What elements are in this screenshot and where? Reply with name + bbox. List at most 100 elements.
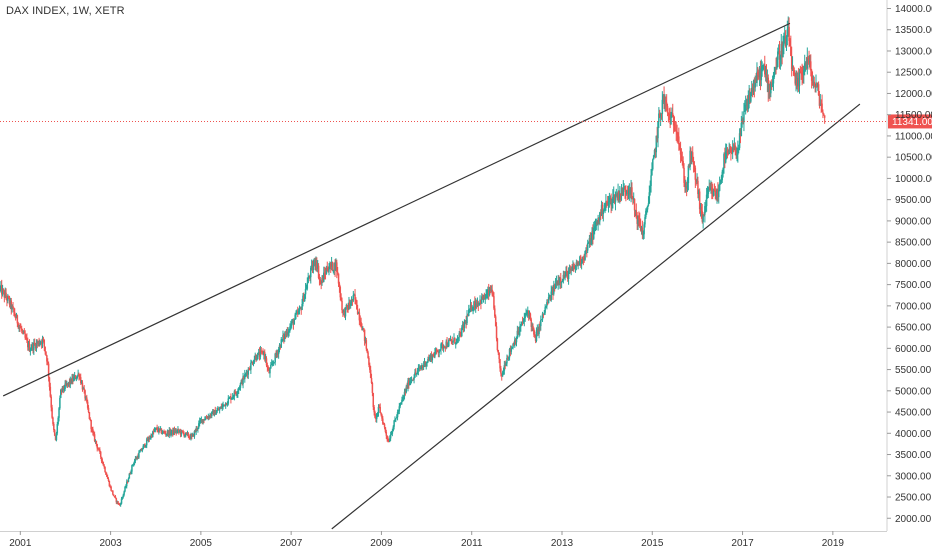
candle — [128, 472, 131, 479]
candle — [524, 312, 526, 322]
candle — [454, 342, 457, 349]
y-tick-label: 9000.00 — [895, 216, 932, 227]
y-tick-label: 13500.00 — [895, 25, 932, 36]
candle — [400, 402, 402, 405]
candle — [124, 485, 126, 493]
lower-trendline[interactable] — [331, 103, 861, 530]
chart-title: DAX INDEX, 1W, XETR — [6, 5, 125, 17]
candle — [579, 255, 581, 266]
candle — [197, 427, 199, 433]
candle — [648, 185, 651, 204]
candle — [70, 378, 72, 385]
candle — [30, 344, 33, 351]
candle — [448, 337, 451, 341]
candle — [597, 214, 599, 231]
candle — [399, 402, 401, 409]
plot-area[interactable] — [0, 16, 826, 507]
candle — [502, 367, 505, 375]
candle — [567, 267, 570, 285]
candle — [278, 343, 281, 353]
candle — [719, 179, 722, 185]
candle — [430, 351, 433, 362]
candle — [511, 346, 513, 349]
upper-trendline[interactable] — [2, 22, 791, 397]
candle — [598, 217, 600, 225]
candle — [692, 156, 695, 173]
candle — [50, 394, 52, 412]
candle — [690, 147, 692, 165]
candle — [650, 168, 652, 193]
candle — [185, 432, 188, 436]
candle — [274, 352, 276, 366]
candle — [418, 364, 421, 372]
candle — [626, 185, 629, 201]
candle — [224, 402, 227, 409]
candle — [551, 286, 553, 296]
candle — [466, 310, 468, 326]
candle — [506, 354, 508, 367]
candle — [553, 283, 556, 292]
candle — [513, 341, 515, 346]
candle — [202, 419, 204, 425]
candle — [102, 461, 105, 466]
candle — [798, 68, 801, 94]
y-tick-label: 12000.00 — [895, 89, 932, 100]
candle — [458, 330, 460, 342]
candle — [343, 308, 345, 316]
candle — [101, 458, 104, 464]
candle — [331, 261, 334, 272]
candle — [290, 320, 292, 330]
candle — [705, 187, 708, 212]
candle — [364, 336, 367, 344]
candle — [171, 427, 174, 437]
candle — [188, 435, 190, 440]
candle — [177, 426, 179, 434]
candle — [711, 183, 714, 200]
candle — [704, 199, 707, 213]
candle — [751, 83, 754, 98]
candle — [244, 372, 247, 378]
candle — [366, 348, 368, 354]
candle — [371, 381, 374, 397]
candle — [303, 292, 305, 302]
candle — [599, 211, 601, 226]
candle — [329, 262, 332, 273]
candle — [362, 326, 364, 331]
candle — [566, 270, 569, 282]
x-tick-label: 2019 — [822, 538, 845, 549]
candle — [562, 270, 565, 284]
candle — [32, 342, 34, 354]
candle — [56, 421, 59, 436]
candle — [405, 384, 408, 394]
candle — [475, 299, 478, 309]
candle — [617, 183, 619, 203]
time-axis[interactable]: 2001 2003 2005 2007 2009 2011 2013 2015 2017 2019 — [0, 531, 887, 549]
price-axis[interactable]: 2000.00 2500.00 3000.00 3500.00 4000.00 4500.… — [886, 0, 932, 531]
candle — [412, 377, 414, 381]
candle — [646, 205, 649, 213]
y-tick-label: 6000.00 — [895, 344, 932, 355]
candle — [817, 81, 820, 96]
candle — [57, 416, 59, 426]
candle — [343, 307, 346, 318]
candle — [176, 429, 178, 434]
candle — [678, 127, 680, 151]
candle — [251, 361, 254, 366]
candle — [615, 188, 618, 197]
candle — [7, 295, 10, 300]
candle — [584, 250, 586, 261]
candle — [296, 309, 298, 315]
candle — [158, 426, 160, 435]
candle — [566, 265, 568, 278]
candle — [414, 369, 416, 378]
y-tick-label: 8500.00 — [895, 238, 932, 249]
candle — [589, 232, 592, 248]
candle — [237, 388, 239, 398]
candle — [778, 40, 781, 69]
candle — [461, 325, 463, 337]
candle — [558, 275, 560, 286]
y-tick-label: 14000.00 — [895, 4, 932, 15]
candle — [816, 82, 818, 88]
candle — [476, 297, 479, 308]
